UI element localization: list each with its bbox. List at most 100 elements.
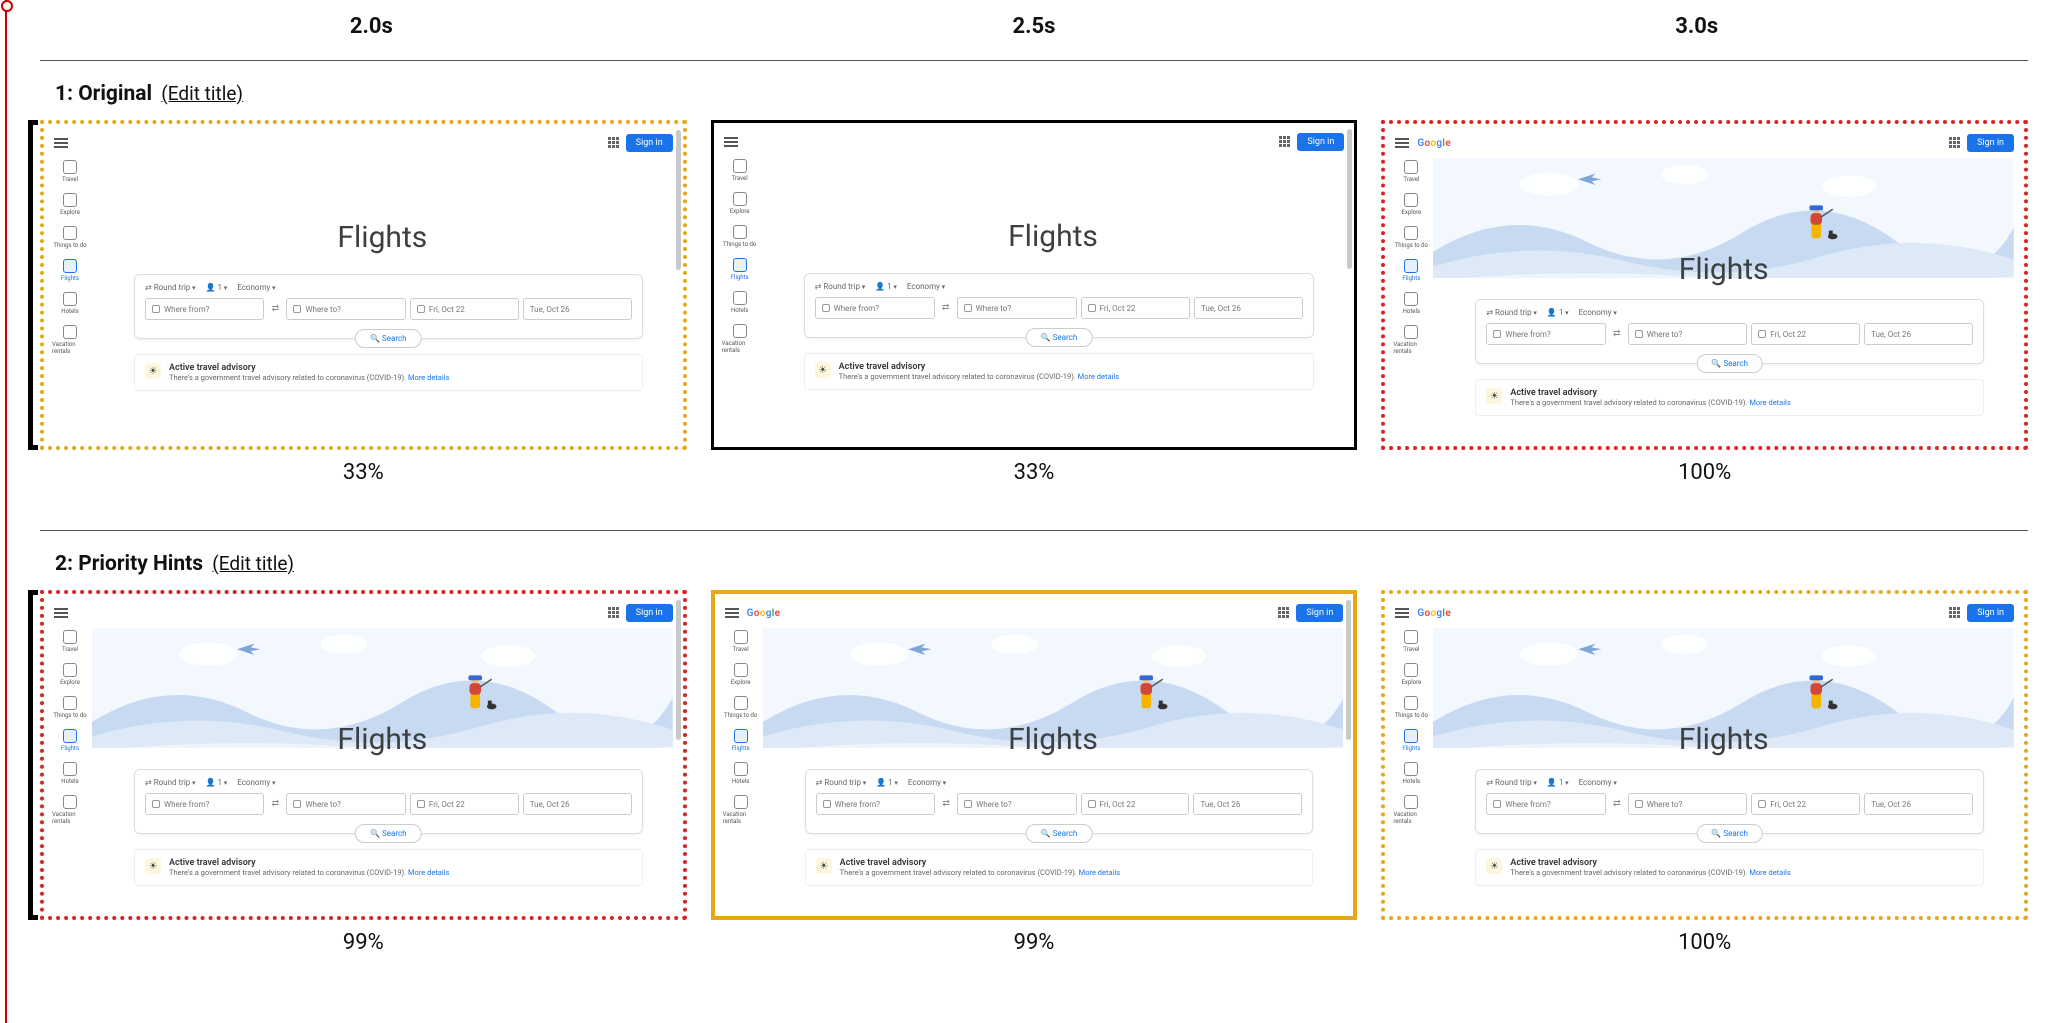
row-2-edit-link[interactable]: (Edit title) (212, 552, 294, 575)
scrollbar[interactable] (1347, 129, 1352, 269)
apps-grid-icon[interactable] (1279, 136, 1291, 148)
from-input[interactable]: Where from? (815, 297, 935, 319)
advisory-link[interactable]: More details (1749, 398, 1790, 407)
signin-button[interactable]: Sign in (626, 134, 673, 152)
sidebar-item-2[interactable]: Things to do (52, 226, 88, 249)
sidebar-item-2[interactable]: Things to do (52, 696, 88, 719)
sidebar-item-0[interactable]: Travel (1393, 630, 1429, 653)
sidebar-item-2[interactable]: Things to do (1393, 696, 1429, 719)
filmstrip-frame[interactable]: Google Sign in Travel Explore Things to … (711, 590, 1358, 920)
hamburger-icon[interactable] (725, 608, 739, 618)
trip-type-select[interactable]: ⇄ Round trip (145, 283, 196, 292)
date-from-input[interactable]: Fri, Oct 22 (410, 793, 519, 815)
sidebar-item-3[interactable]: Flights (722, 258, 758, 281)
from-input[interactable]: Where from? (145, 298, 264, 320)
date-to-input[interactable]: Tue, Oct 26 (1864, 323, 1973, 345)
signin-button[interactable]: Sign in (1967, 604, 2014, 622)
sidebar-item-3[interactable]: Flights (723, 729, 759, 752)
search-button[interactable]: 🔍 Search (355, 329, 422, 348)
sidebar-item-0[interactable]: Travel (52, 630, 88, 653)
date-from-input[interactable]: Fri, Oct 22 (1751, 793, 1860, 815)
filmstrip-frame[interactable]: Sign in Travel Explore Things to do Flig… (711, 120, 1358, 450)
apps-grid-icon[interactable] (1949, 607, 1961, 619)
filmstrip-frame[interactable]: Google Sign in Travel Explore Things to … (1381, 590, 2028, 920)
search-button[interactable]: 🔍 Search (355, 824, 422, 843)
from-input[interactable]: Where from? (1486, 793, 1605, 815)
sidebar-item-1[interactable]: Explore (52, 193, 88, 216)
sidebar-item-1[interactable]: Explore (723, 663, 759, 686)
advisory-link[interactable]: More details (1078, 372, 1119, 381)
hamburger-icon[interactable] (1395, 138, 1409, 148)
scrollbar[interactable] (676, 600, 681, 740)
search-button[interactable]: 🔍 Search (1696, 354, 1763, 373)
sidebar-item-4[interactable]: Hotels (52, 762, 88, 785)
sidebar-item-0[interactable]: Travel (722, 159, 758, 182)
filmstrip-frame[interactable]: Sign in Travel Explore Things to do Flig… (40, 120, 687, 450)
swap-icon[interactable]: ⇄ (1610, 799, 1624, 809)
from-input[interactable]: Where from? (1486, 323, 1605, 345)
class-select[interactable]: Economy (237, 778, 275, 787)
sidebar-item-3[interactable]: Flights (52, 729, 88, 752)
sidebar-item-4[interactable]: Hotels (723, 762, 759, 785)
hamburger-icon[interactable] (1395, 608, 1409, 618)
to-input[interactable]: Where to? (957, 297, 1077, 319)
date-to-input[interactable]: Tue, Oct 26 (523, 298, 632, 320)
trip-type-select[interactable]: ⇄ Round trip (145, 778, 196, 787)
sidebar-item-2[interactable]: Things to do (722, 225, 758, 248)
from-input[interactable]: Where from? (145, 793, 264, 815)
class-select[interactable]: Economy (1579, 778, 1617, 787)
apps-grid-icon[interactable] (1949, 137, 1961, 149)
sidebar-item-5[interactable]: Vacation rentals (1393, 325, 1429, 355)
to-input[interactable]: Where to? (286, 793, 405, 815)
hamburger-icon[interactable] (724, 137, 738, 147)
sidebar-item-4[interactable]: Hotels (722, 291, 758, 314)
sidebar-item-2[interactable]: Things to do (723, 696, 759, 719)
hamburger-icon[interactable] (54, 138, 68, 148)
date-to-input[interactable]: Tue, Oct 26 (1194, 297, 1303, 319)
class-select[interactable]: Economy (1579, 308, 1617, 317)
sidebar-item-1[interactable]: Explore (1393, 193, 1429, 216)
trip-type-select[interactable]: ⇄ Round trip (1486, 778, 1537, 787)
date-from-input[interactable]: Fri, Oct 22 (1081, 793, 1190, 815)
sidebar-item-3[interactable]: Flights (1393, 729, 1429, 752)
date-from-input[interactable]: Fri, Oct 22 (1081, 297, 1190, 319)
sidebar-item-5[interactable]: Vacation rentals (1393, 795, 1429, 825)
sidebar-item-0[interactable]: Travel (1393, 160, 1429, 183)
swap-icon[interactable]: ⇄ (939, 303, 953, 313)
swap-icon[interactable]: ⇄ (1610, 329, 1624, 339)
sidebar-item-4[interactable]: Hotels (1393, 292, 1429, 315)
signin-button[interactable]: Sign in (1296, 604, 1343, 622)
sidebar-item-5[interactable]: Vacation rentals (52, 325, 88, 355)
pax-select[interactable]: 👤 1 (1547, 308, 1569, 317)
apps-grid-icon[interactable] (608, 137, 620, 149)
advisory-link[interactable]: More details (408, 868, 449, 877)
trip-type-select[interactable]: ⇄ Round trip (815, 282, 866, 291)
trip-type-select[interactable]: ⇄ Round trip (1486, 308, 1537, 317)
sidebar-item-0[interactable]: Travel (52, 160, 88, 183)
sidebar-item-5[interactable]: Vacation rentals (722, 324, 758, 354)
trip-type-select[interactable]: ⇄ Round trip (816, 778, 867, 787)
scrollbar[interactable] (1346, 600, 1351, 740)
pax-select[interactable]: 👤 1 (1547, 778, 1569, 787)
date-from-input[interactable]: Fri, Oct 22 (410, 298, 519, 320)
scrollbar[interactable] (676, 130, 681, 270)
pax-select[interactable]: 👤 1 (876, 778, 898, 787)
advisory-link[interactable]: More details (1749, 868, 1790, 877)
signin-button[interactable]: Sign in (1297, 133, 1344, 151)
row-1-edit-link[interactable]: (Edit title) (161, 82, 243, 105)
date-from-input[interactable]: Fri, Oct 22 (1751, 323, 1860, 345)
date-to-input[interactable]: Tue, Oct 26 (1193, 793, 1302, 815)
class-select[interactable]: Economy (237, 283, 275, 292)
advisory-link[interactable]: More details (1079, 868, 1120, 877)
filmstrip-frame[interactable]: Sign in Travel Explore Things to do Flig… (40, 590, 687, 920)
sidebar-item-5[interactable]: Vacation rentals (52, 795, 88, 825)
filmstrip-frame[interactable]: Google Sign in Travel Explore Things to … (1381, 120, 2028, 450)
to-input[interactable]: Where to? (1628, 793, 1747, 815)
date-to-input[interactable]: Tue, Oct 26 (1864, 793, 1973, 815)
sidebar-item-5[interactable]: Vacation rentals (723, 795, 759, 825)
swap-icon[interactable]: ⇄ (268, 799, 282, 809)
from-input[interactable]: Where from? (816, 793, 935, 815)
date-to-input[interactable]: Tue, Oct 26 (523, 793, 632, 815)
hamburger-icon[interactable] (54, 608, 68, 618)
sidebar-item-4[interactable]: Hotels (52, 292, 88, 315)
